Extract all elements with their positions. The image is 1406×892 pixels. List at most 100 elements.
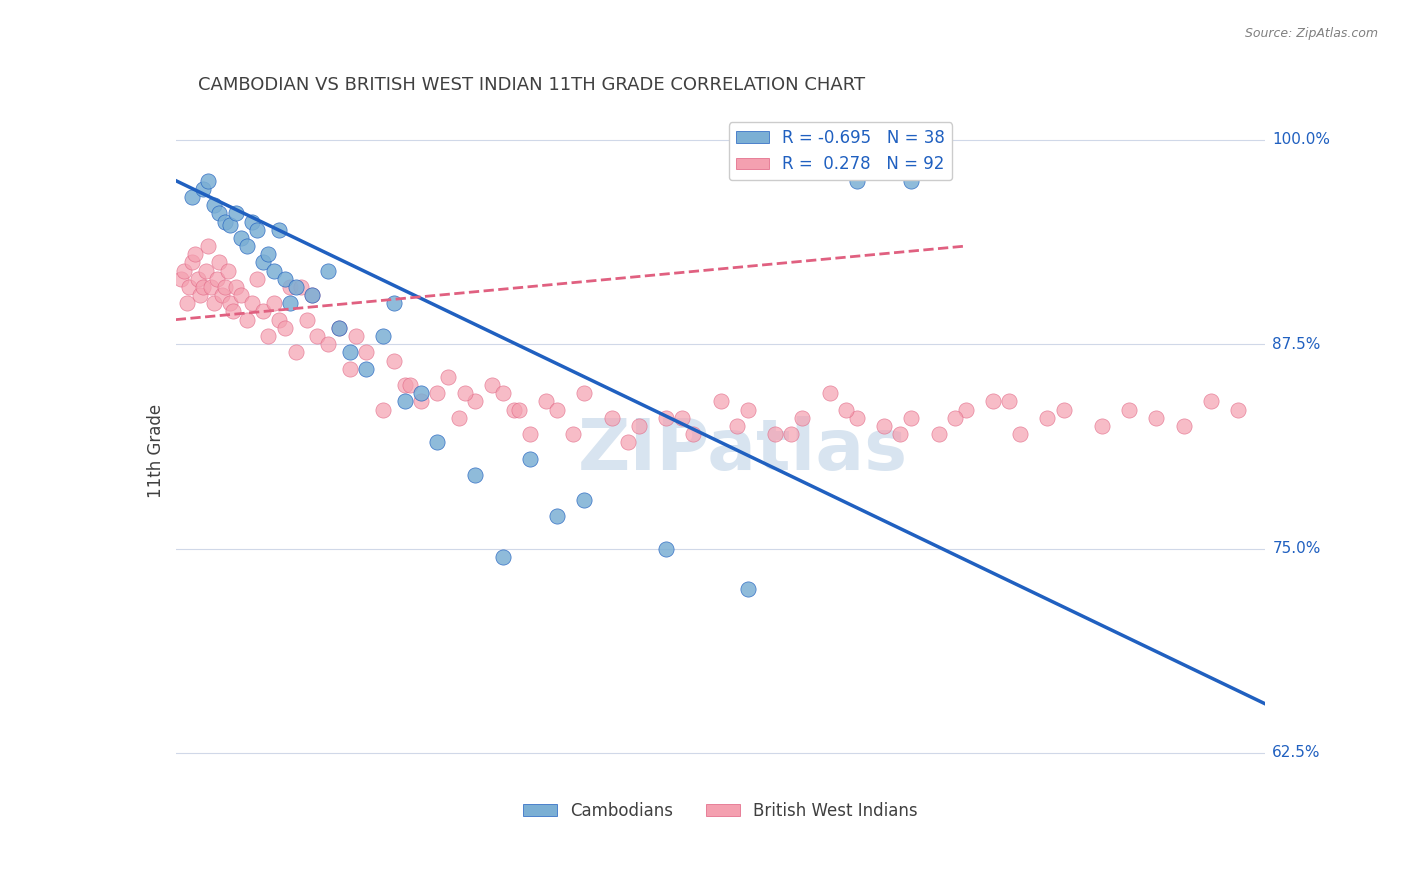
Point: [222, 304, 245, 318]
Point: [339, 361, 361, 376]
Point: [214, 214, 236, 228]
Point: [252, 255, 274, 269]
Point: [464, 394, 486, 409]
Point: [780, 427, 803, 442]
Point: [257, 329, 280, 343]
Point: [818, 386, 841, 401]
Point: [943, 410, 966, 425]
Text: ZIPatlas: ZIPatlas: [578, 416, 907, 485]
Point: [394, 394, 416, 409]
Point: [269, 223, 291, 237]
Point: [600, 410, 623, 425]
Point: [981, 394, 1004, 409]
Point: [240, 214, 263, 228]
Point: [191, 182, 214, 196]
Point: [274, 321, 297, 335]
Point: [217, 263, 239, 277]
Point: [197, 239, 219, 253]
Point: [186, 271, 209, 285]
Point: [202, 296, 225, 310]
Point: [200, 280, 222, 294]
Point: [181, 255, 204, 269]
Point: [845, 174, 868, 188]
Point: [356, 345, 378, 359]
Point: [737, 582, 759, 597]
Point: [900, 174, 922, 188]
Point: [208, 206, 231, 220]
Point: [318, 337, 340, 351]
Point: [426, 435, 449, 450]
Point: [278, 296, 301, 310]
Point: [176, 296, 198, 310]
Point: [246, 271, 269, 285]
Point: [394, 378, 416, 392]
Point: [546, 508, 568, 523]
Point: [339, 345, 361, 359]
Point: [534, 394, 557, 409]
Point: [295, 312, 318, 326]
Point: [318, 263, 340, 277]
Point: [845, 410, 868, 425]
Point: [231, 288, 253, 302]
Point: [1036, 410, 1059, 425]
Point: [453, 386, 475, 401]
Text: 87.5%: 87.5%: [1272, 336, 1320, 351]
Point: [409, 386, 432, 401]
Point: [188, 288, 211, 302]
Point: [889, 427, 911, 442]
Point: [682, 427, 704, 442]
Point: [356, 361, 378, 376]
Point: [240, 296, 263, 310]
Point: [1053, 402, 1076, 417]
Point: [1010, 427, 1032, 442]
Point: [301, 288, 323, 302]
Point: [274, 271, 297, 285]
Point: [492, 386, 515, 401]
Point: [574, 492, 596, 507]
Point: [464, 467, 486, 482]
Point: [1118, 402, 1140, 417]
Point: [246, 223, 269, 237]
Point: [519, 427, 541, 442]
Point: [301, 288, 323, 302]
Point: [508, 402, 530, 417]
Point: [214, 280, 236, 294]
Point: [181, 190, 204, 204]
Point: [328, 321, 350, 335]
Point: [835, 402, 858, 417]
Point: [344, 329, 367, 343]
Point: [194, 263, 217, 277]
Point: [1091, 419, 1114, 434]
Point: [263, 263, 285, 277]
Text: 62.5%: 62.5%: [1272, 746, 1320, 761]
Point: [205, 271, 228, 285]
Point: [426, 386, 449, 401]
Point: [202, 198, 225, 212]
Point: [269, 312, 291, 326]
Point: [328, 321, 350, 335]
Point: [900, 410, 922, 425]
Point: [1146, 410, 1168, 425]
Point: [928, 427, 950, 442]
Point: [290, 280, 312, 294]
Point: [235, 312, 257, 326]
Point: [710, 394, 733, 409]
Point: [263, 296, 285, 310]
Point: [179, 280, 201, 294]
Point: [617, 435, 640, 450]
Point: [955, 402, 977, 417]
Point: [219, 218, 242, 232]
Point: [437, 370, 460, 384]
Point: [371, 402, 394, 417]
Point: [763, 427, 786, 442]
Point: [284, 345, 307, 359]
Text: CAMBODIAN VS BRITISH WEST INDIAN 11TH GRADE CORRELATION CHART: CAMBODIAN VS BRITISH WEST INDIAN 11TH GR…: [197, 77, 865, 95]
Point: [252, 304, 274, 318]
Point: [225, 280, 247, 294]
Point: [399, 378, 422, 392]
Point: [574, 386, 596, 401]
Point: [492, 549, 515, 564]
Point: [382, 353, 405, 368]
Point: [184, 247, 207, 261]
Point: [519, 451, 541, 466]
